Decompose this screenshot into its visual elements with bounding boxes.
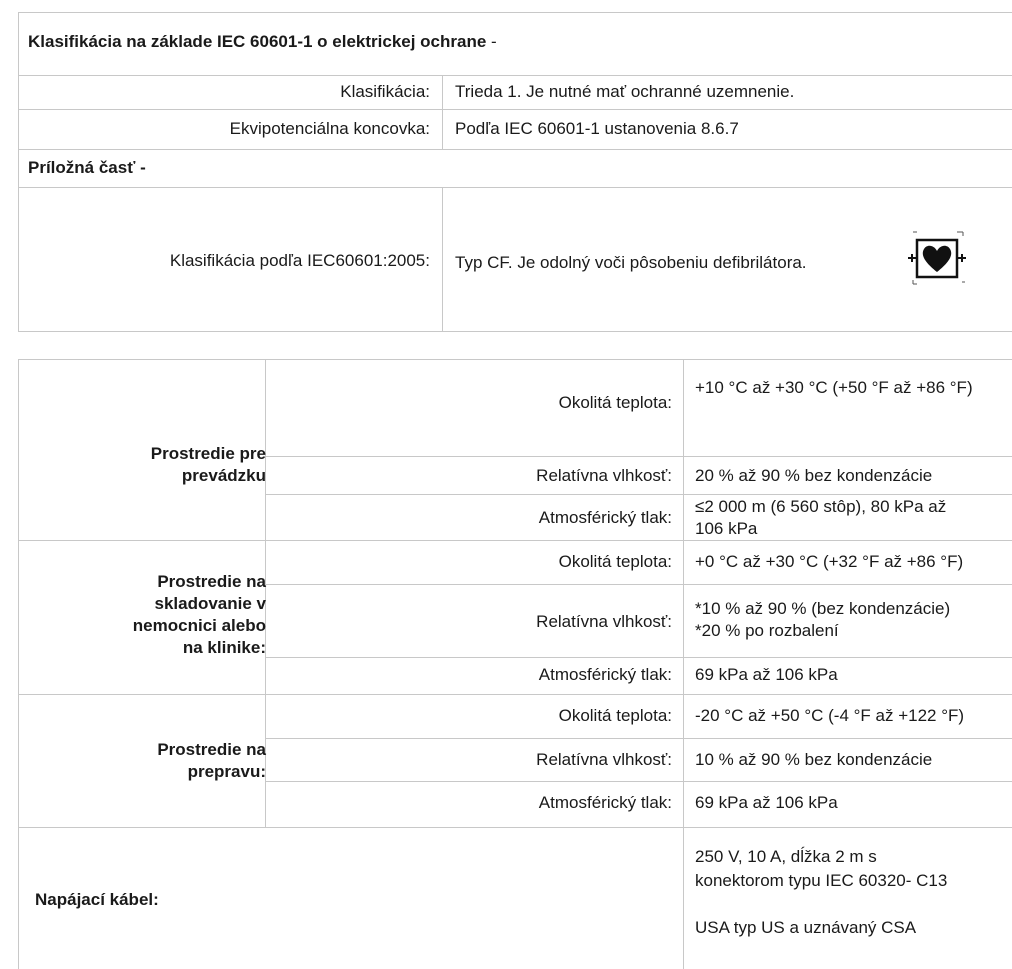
power-cable-value-line: 250 V, 10 A, dĺžka 2 m s: [695, 847, 877, 866]
transport-environment-title-line: prepravu:: [187, 762, 266, 781]
storage-environment-title-line: skladovanie v: [154, 594, 266, 613]
storage-humidity-label: Relatívna vlhkosť:: [536, 612, 672, 631]
classification-label: Klasifikácia:: [340, 82, 430, 101]
equipotential-value: Podľa IEC 60601-1 ustanovenia 8.6.7: [455, 119, 739, 138]
operating-temperature-label: Okolitá teplota:: [558, 393, 672, 412]
defibrillation-proof-cf-heart-icon: [907, 230, 967, 285]
transport-environment-title: Prostredie na prepravu:: [157, 739, 266, 783]
operating-environment-title-line: prevádzku: [181, 466, 266, 485]
operating-pressure-value-line: 106 kPa: [695, 519, 758, 538]
transport-temperature-value: -20 °C až +50 °C (-4 °F až +122 °F): [695, 706, 965, 725]
applied-part-label: Klasifikácia podľa IEC60601:2005:: [169, 251, 430, 270]
operating-temperature-value: +10 °C až +30 °C (+50 °F až +86 °F): [695, 378, 973, 397]
power-cable-value-line: konektorom typu IEC 60320- C13: [695, 871, 948, 890]
transport-environment-title-line: Prostredie na: [157, 740, 266, 759]
storage-environment-title: Prostredie na skladovanie v nemocnici al…: [133, 571, 266, 659]
operating-environment-title-line: Prostredie pre: [150, 444, 266, 463]
classification-header-suffix: -: [486, 32, 497, 51]
storage-temperature-label: Okolitá teplota:: [558, 552, 672, 571]
classification-header: Klasifikácia na základe IEC 60601-1 o el…: [28, 31, 497, 53]
storage-environment-title-line: nemocnici alebo: [132, 616, 266, 635]
storage-pressure-label: Atmosférický tlak:: [538, 665, 672, 684]
operating-humidity-label: Relatívna vlhkosť:: [536, 466, 672, 485]
power-cable-title: Napájací kábel:: [35, 890, 159, 909]
storage-humidity-value-line: *10 % až 90 % (bez kondenzácie): [695, 599, 951, 618]
storage-humidity-value: *10 % až 90 % (bez kondenzácie) *20 % po…: [695, 598, 950, 642]
operating-pressure-value-line: ≤2 000 m (6 560 stôp), 80 kPa až: [695, 497, 947, 516]
applied-part-value: Typ CF. Je odolný voči pôsobeniu defibri…: [455, 253, 807, 272]
operating-environment-title: Prostredie pre prevádzku: [151, 443, 266, 487]
classification-header-title: Klasifikácia na základe IEC 60601-1 o el…: [28, 32, 487, 51]
equipotential-label: Ekvipotenciálna koncovka:: [229, 119, 430, 138]
transport-humidity-label: Relatívna vlhkosť:: [536, 750, 672, 769]
transport-humidity-value: 10 % až 90 % bez kondenzácie: [695, 750, 933, 769]
power-cable-value-line: USA typ US a uznávaný CSA: [695, 918, 917, 937]
transport-pressure-value: 69 kPa až 106 kPa: [695, 793, 838, 812]
transport-temperature-label: Okolitá teplota:: [558, 706, 672, 725]
operating-pressure-value: ≤2 000 m (6 560 stôp), 80 kPa až 106 kPa: [695, 496, 946, 540]
storage-environment-title-line: Prostredie na: [157, 572, 266, 591]
storage-humidity-value-line: *20 % po rozbalení: [695, 621, 839, 640]
storage-environment-title-line: na klinike:: [182, 638, 266, 657]
storage-temperature-value: +0 °C až +30 °C (+32 °F až +86 °F): [695, 552, 964, 571]
operating-pressure-label: Atmosférický tlak:: [538, 508, 672, 527]
applied-part-subheader: Príložná časť -: [28, 158, 146, 177]
classification-value: Trieda 1. Je nutné mať ochranné uzemneni…: [455, 82, 795, 101]
transport-pressure-label: Atmosférický tlak:: [538, 793, 672, 812]
operating-humidity-value: 20 % až 90 % bez kondenzácie: [695, 466, 933, 485]
storage-pressure-value: 69 kPa až 106 kPa: [695, 665, 838, 684]
